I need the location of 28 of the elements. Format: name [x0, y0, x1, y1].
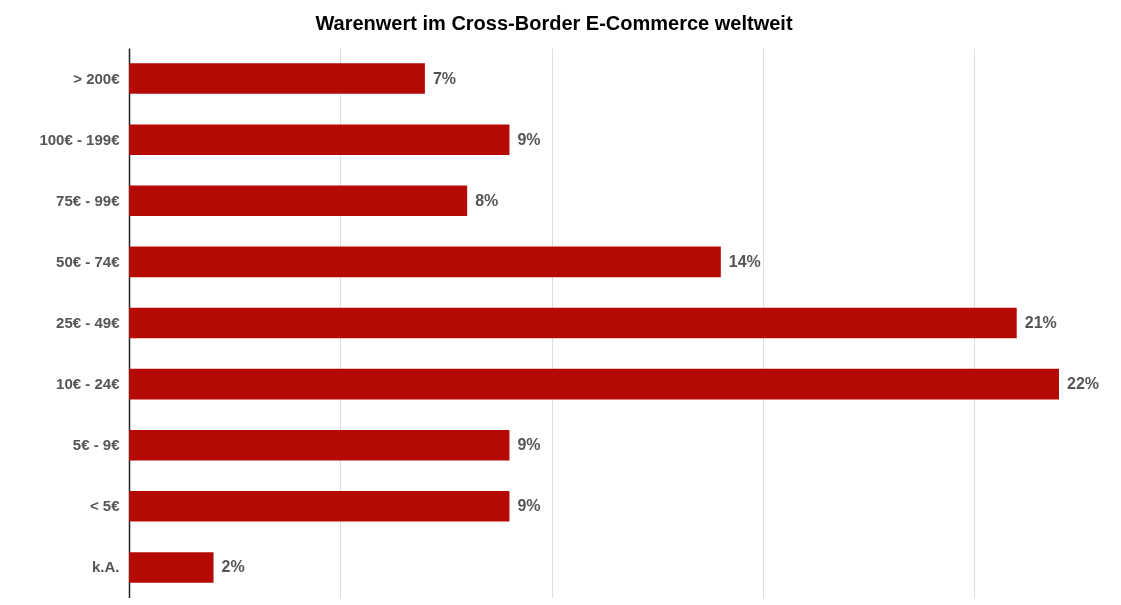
chart-title: Warenwert im Cross-Border E-Commerce weltweit: [315, 12, 793, 34]
y-tick-label: 10€ - 24€: [56, 375, 121, 393]
bar: [129, 63, 425, 94]
bar: [129, 307, 1017, 339]
y-tick-label: 50€ - 74€: [56, 252, 121, 270]
data-label: 21%: [1024, 314, 1057, 331]
bar: [129, 491, 510, 522]
data-label: 14%: [728, 252, 761, 270]
data-label: 8%: [475, 191, 499, 209]
bar: [129, 246, 721, 278]
bar: [129, 552, 214, 583]
bar: [129, 124, 510, 155]
bar: [129, 368, 1059, 400]
y-tick-label: 100€ - 199€: [39, 130, 121, 148]
y-tick-label: 5€ - 9€: [72, 436, 121, 454]
bar: [129, 429, 510, 461]
data-label: 7%: [432, 69, 457, 87]
data-label: 22%: [1067, 375, 1100, 393]
y-tick-label: 75€ - 99€: [56, 191, 121, 209]
y-tick-label: 25€ - 49€: [56, 314, 121, 331]
y-tick-label: > 200€: [73, 69, 121, 87]
data-label: 9%: [517, 497, 541, 515]
data-label: 9%: [517, 130, 541, 148]
bar: [129, 185, 468, 217]
data-label: 2%: [221, 558, 245, 576]
y-tick-label: k.A.: [91, 558, 120, 576]
data-label: 9%: [517, 436, 541, 454]
y-tick-label: < 5€: [89, 497, 121, 515]
